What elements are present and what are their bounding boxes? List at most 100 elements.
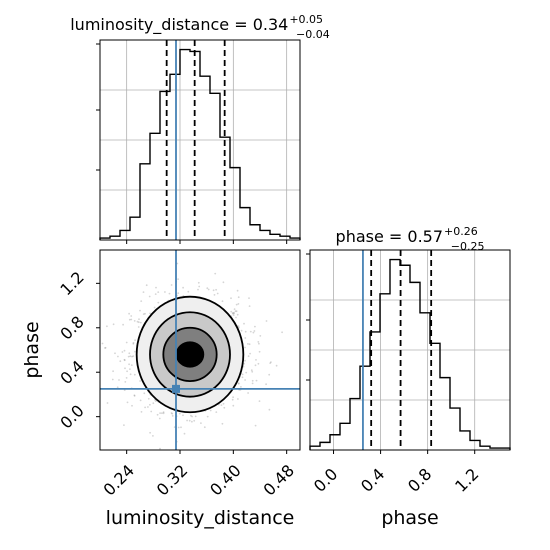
scatter-point	[123, 424, 125, 426]
scatter-point	[153, 306, 156, 309]
scatter-point	[186, 419, 189, 422]
scatter-point	[233, 312, 235, 315]
scatter-point	[182, 286, 185, 289]
scatter-point	[125, 377, 128, 379]
scatter-point	[116, 386, 119, 389]
scatter-point	[248, 297, 250, 299]
xtick-label-2: 0.8	[404, 464, 435, 495]
scatter-point	[152, 435, 154, 437]
truth-marker	[172, 384, 180, 393]
scatter-point	[159, 447, 161, 450]
scatter-point	[139, 380, 142, 382]
scatter-point	[140, 411, 143, 413]
scatter-point	[234, 310, 237, 313]
scatter-point	[101, 342, 104, 345]
scatter-point	[158, 417, 161, 420]
scatter-point	[129, 355, 132, 358]
scatter-point	[132, 342, 135, 345]
scatter-point	[235, 316, 237, 319]
scatter-point	[207, 288, 210, 291]
scatter-point	[123, 349, 126, 352]
scatter-point	[80, 349, 82, 351]
scatter-point	[130, 364, 133, 366]
scatter-point	[200, 422, 202, 424]
scatter-point	[187, 290, 190, 293]
scatter-point	[121, 351, 124, 353]
scatter-point	[241, 373, 244, 376]
scatter-point	[145, 284, 148, 287]
scatter-point	[130, 318, 133, 321]
scatter-point	[237, 382, 240, 384]
scatter-point	[243, 322, 245, 325]
scatter-point	[244, 359, 246, 362]
scatter-point	[188, 419, 191, 422]
scatter-point	[231, 398, 234, 401]
scatter-point	[232, 404, 235, 407]
scatter-point	[191, 420, 193, 423]
scatter-point	[281, 331, 283, 334]
scatter-point	[132, 355, 135, 357]
scatter-point	[129, 368, 131, 370]
scatter-point	[244, 346, 246, 349]
histogram-steps	[309, 258, 511, 450]
ylabel-phase: phase	[21, 321, 43, 378]
scatter-point	[232, 312, 234, 315]
scatter-point	[220, 404, 223, 406]
title-luminosity-distance: luminosity_distance = 0.34+0.05 −0.04	[70, 13, 330, 41]
scatter-point	[177, 278, 180, 280]
scatter-point	[125, 341, 128, 344]
scatter-point	[190, 414, 192, 417]
scatter-point	[156, 413, 159, 416]
scatter-point	[134, 339, 137, 342]
scatter-point	[183, 432, 186, 435]
scatter-point	[133, 373, 136, 376]
scatter-point	[177, 292, 180, 295]
scatter-point	[106, 325, 108, 328]
scatter-point	[106, 402, 109, 404]
scatter-point	[193, 419, 196, 422]
histogram-phase: 0.0 0.4 0.8 1.2	[306, 249, 511, 496]
scatter-point	[148, 295, 151, 298]
ytick-label-1: 0.4	[56, 357, 87, 388]
scatter-point	[144, 406, 147, 409]
scatter-point	[152, 402, 155, 405]
scatter-point	[247, 392, 250, 394]
scatter-point	[136, 320, 139, 323]
panel-frame	[99, 39, 301, 241]
scatter-point	[171, 412, 174, 415]
scatter-point	[254, 364, 257, 367]
scatter-point	[240, 329, 243, 332]
scatter-point	[137, 321, 140, 324]
scatter-point	[253, 330, 256, 332]
scatter-point	[235, 310, 238, 313]
scatter-point	[230, 310, 233, 313]
scatter-point	[114, 352, 116, 355]
scatter-point	[164, 291, 166, 293]
xtick-label-3: 0.48	[259, 461, 298, 500]
xlabel-phase: phase	[381, 507, 438, 529]
xtick-label-1: 0.4	[357, 464, 388, 495]
scatter-point	[177, 426, 180, 429]
scatter-point	[244, 330, 247, 333]
scatter-point	[255, 359, 257, 361]
scatter-point	[237, 398, 239, 400]
scatter-point	[161, 412, 163, 414]
scatter-point	[247, 343, 249, 345]
scatter-point	[221, 422, 224, 425]
scatter-point	[194, 415, 197, 418]
ytick-label-3: 1.2	[56, 268, 87, 299]
scatter-point	[124, 381, 127, 383]
xtick-label-0: 0.24	[99, 461, 138, 500]
scatter-point	[104, 347, 106, 349]
scatter-point	[237, 325, 240, 328]
scatter-point	[139, 399, 142, 402]
xtick-label-3: 1.2	[451, 464, 482, 495]
density-contour-3	[175, 341, 205, 368]
scatter-point	[237, 382, 240, 385]
scatter-point	[197, 288, 199, 291]
scatter-point	[223, 406, 226, 409]
scatter-point	[149, 403, 151, 406]
scatter-point	[131, 355, 133, 358]
scatter-point	[250, 369, 253, 372]
scatter-point	[178, 412, 181, 415]
